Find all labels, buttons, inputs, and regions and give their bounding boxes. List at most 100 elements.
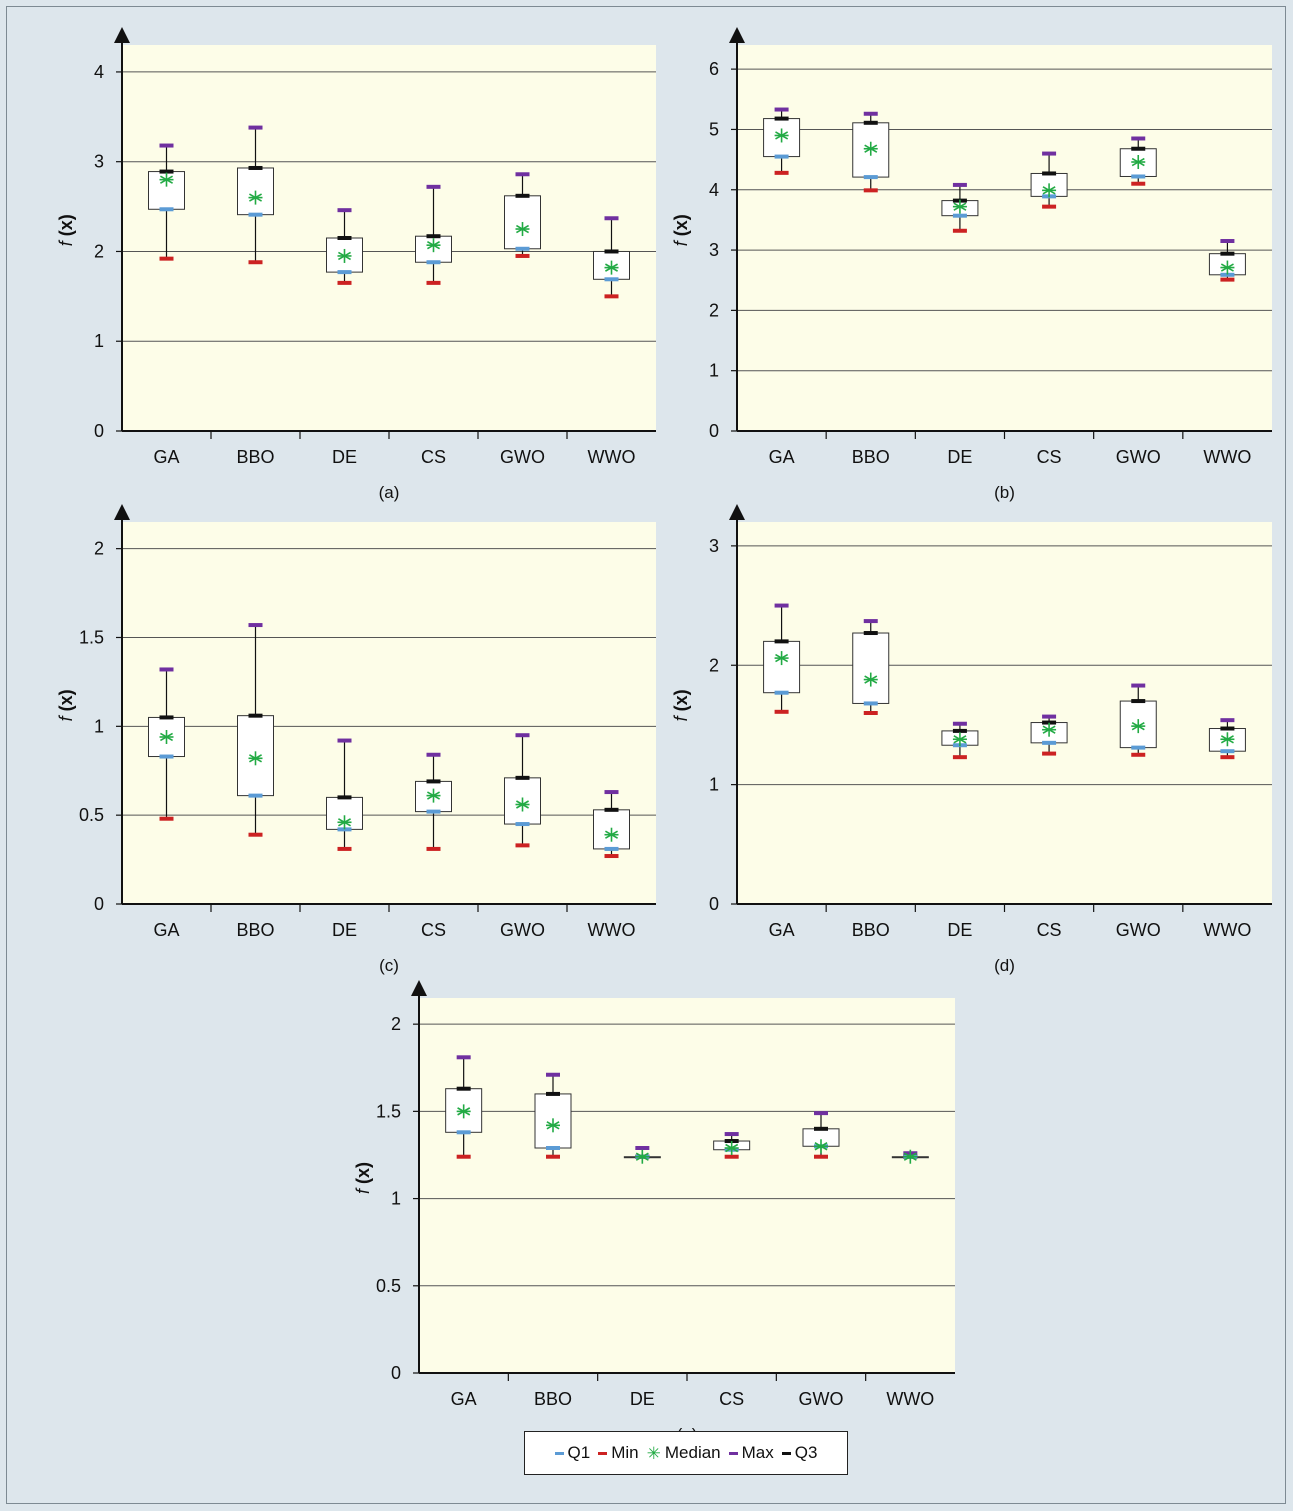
legend-item-median: ✳ Median [647,1443,721,1463]
x-tick-label: GWO [500,920,545,940]
box-cs [1030,714,1068,756]
x-tick-label: BBO [236,447,274,467]
arrow-up-icon [114,27,130,43]
x-tick-label: WWO [886,1389,934,1409]
asterisk-icon: ✳ [646,1443,661,1463]
box-body [763,640,801,694]
x-tick-label: BBO [852,920,890,940]
arrow-up-icon [729,504,745,520]
y-tick-label: 1 [391,1189,401,1209]
box-gwo [1119,136,1157,186]
median-mark [1131,155,1146,170]
plot-area [122,45,656,431]
x-tick-label: BBO [852,447,890,467]
box-wwo [891,1149,929,1164]
y-tick-label: 4 [94,62,104,82]
box-wwo [593,790,630,859]
y-tick-label: 2 [94,241,104,261]
x-tick-label: BBO [534,1389,572,1409]
min-swatch [598,1451,608,1455]
y-tick-label: 0 [94,421,104,441]
box-bbo [852,111,890,193]
median-mark [604,827,619,842]
y-tick-label: 1 [709,361,719,381]
y-axis-label: f (x) [56,214,76,246]
y-axis-label-arg: (x) [353,1162,373,1184]
median-mark [903,1149,918,1164]
plot-area [737,45,1272,431]
y-tick-label: 4 [709,180,719,200]
y-axis-label-fn: f [671,236,691,246]
y-axis-label: f (x) [353,1162,373,1194]
x-tick-label: CS [1037,447,1062,467]
median-mark [515,222,530,237]
box-ga [445,1055,483,1159]
box-ga [148,667,185,821]
x-tick-label: DE [332,920,357,940]
x-tick-label: DE [947,920,972,940]
median-mark [248,751,263,766]
x-tick-label: GA [769,920,795,940]
y-tick-label: 0 [709,894,719,914]
box-cs [415,184,452,285]
median-mark [1042,722,1057,737]
legend-label: Q3 [794,1443,818,1462]
plot-area [419,998,955,1373]
median-mark [159,729,174,744]
y-tick-label: 0 [391,1363,401,1383]
legend-label: Min [611,1443,639,1462]
y-tick-label: 1 [94,331,104,351]
x-tick-label: WWO [1203,447,1251,467]
x-tick-label: DE [630,1389,655,1409]
y-tick-label: 2 [391,1014,401,1034]
y-axis-label-fn: f [353,1184,373,1194]
y-tick-label: 3 [94,152,104,172]
legend-item-q3: Q3 [781,1443,818,1463]
median-mark [426,238,441,253]
y-tick-label: 1.5 [79,627,104,647]
legend-label: Median [664,1443,721,1462]
y-tick-label: 5 [709,119,719,139]
box-de [326,738,363,851]
panel-label: (d) [994,956,1015,975]
box-cs [1030,151,1068,209]
legend-label: Max [741,1443,774,1462]
q3-swatch [781,1451,791,1455]
box-de [941,721,979,760]
median-mark [604,260,619,275]
legend-item-max: Max [728,1443,774,1463]
legend-item-q1: Q1 [554,1443,591,1463]
y-tick-label: 1 [709,775,719,795]
median-mark [1220,732,1235,747]
legend-label: Q1 [567,1443,591,1462]
panel-label: (a) [379,483,400,502]
y-tick-label: 0.5 [376,1276,401,1296]
y-tick-label: 6 [709,59,719,79]
max-swatch [728,1451,738,1455]
median-mark [426,788,441,803]
median-mark [635,1149,650,1164]
x-tick-label: BBO [236,920,274,940]
y-axis-label-arg: (x) [671,689,691,711]
x-tick-label: CS [1037,920,1062,940]
box-gwo [504,733,541,848]
box-de [326,208,363,285]
x-tick-label: GA [769,447,795,467]
box-gwo [1119,683,1157,757]
box-bbo [534,1072,572,1159]
median-mark [774,128,789,143]
box-wwo [1208,239,1246,282]
arrow-up-icon [411,980,427,996]
box-cs [415,752,452,851]
median-mark [863,141,878,156]
x-tick-label: WWO [1203,920,1251,940]
median-mark [1131,719,1146,734]
box-bbo [237,623,274,837]
q1-swatch [554,1451,564,1455]
x-tick-label: DE [332,447,357,467]
plot-area [122,522,656,904]
y-tick-label: 0 [709,421,719,441]
y-axis-label: f (x) [671,689,691,721]
